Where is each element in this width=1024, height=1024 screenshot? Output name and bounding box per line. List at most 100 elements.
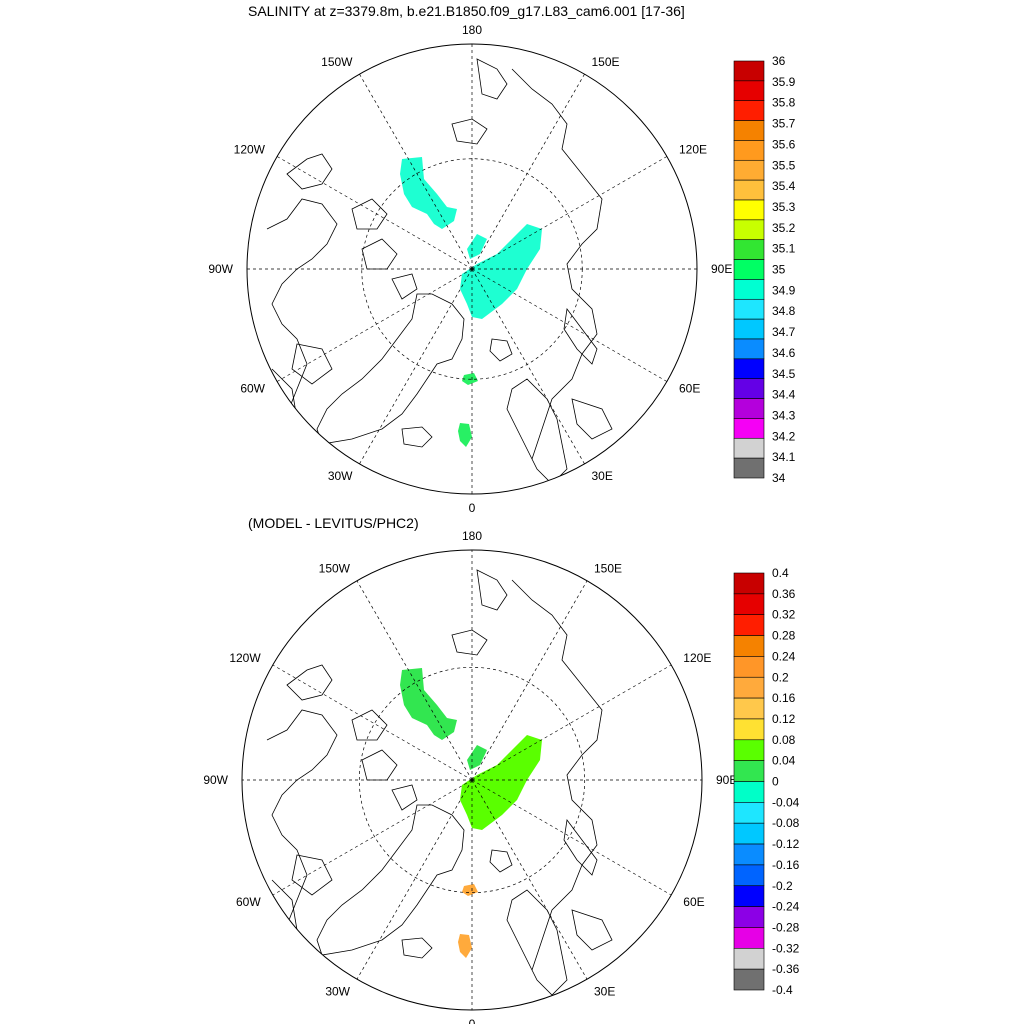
colorbar-swatch	[733, 378, 765, 399]
colorbar-swatch	[733, 927, 765, 949]
colorbar-label: -0.2	[772, 879, 793, 893]
longitude-label: 60E	[679, 382, 700, 396]
meridian-line	[471, 664, 672, 781]
longitude-label: 120W	[229, 651, 261, 665]
colorbar-swatch	[733, 593, 765, 615]
longitude-label: 120W	[234, 143, 266, 157]
longitude-label: 90E	[711, 262, 732, 276]
colorbar-swatch	[733, 781, 765, 803]
longitude-label: 120E	[683, 651, 711, 665]
colorbar-swatch	[733, 843, 765, 866]
colorbar-swatch	[733, 822, 765, 845]
colorbar-swatch	[733, 279, 765, 300]
colorbar-label: -0.4	[772, 983, 793, 997]
panel-title-difference: (MODEL - LEVITUS/PHC2)	[248, 515, 419, 531]
greenland-sea-region	[462, 884, 478, 896]
map-area	[247, 44, 697, 494]
meridian-line	[276, 156, 473, 270]
latitude-circle	[358, 666, 586, 894]
map-area	[242, 550, 702, 1010]
colorbar-swatch	[733, 739, 765, 761]
colorbar-label: 0.2	[772, 670, 789, 684]
colorbar-swatch	[733, 318, 765, 340]
colorbar-swatch	[733, 298, 765, 320]
meridian-line	[272, 779, 473, 896]
small-basin-region	[467, 745, 487, 770]
longitude-label: 0	[469, 1017, 476, 1024]
colorbar-swatch	[733, 437, 765, 459]
longitude-label: 120E	[679, 143, 707, 157]
colorbar-swatch	[733, 418, 765, 439]
meridian-line	[359, 268, 473, 465]
colorbar-label: 34.8	[772, 304, 796, 318]
colorbar-swatch	[733, 179, 765, 201]
colorbar-label: 35.8	[772, 96, 796, 110]
colorbar-swatch	[733, 697, 765, 720]
colorbar-label: 35.3	[772, 200, 796, 214]
meridian-line	[471, 156, 668, 270]
colorbar-swatch	[733, 80, 765, 102]
colorbar-label: 35.1	[772, 242, 796, 256]
meridian-line	[356, 580, 473, 781]
colorbar-label: -0.36	[772, 962, 800, 976]
polar-map-panel: 180 150E 120E 90E 60E 30E 0 30W 60W 90W 120W 150W 0.…	[203, 529, 799, 1024]
colorbar-swatch	[733, 885, 765, 907]
colorbar-swatch	[733, 120, 765, 141]
colorbar-swatch	[733, 60, 765, 82]
map-boundary	[246, 43, 698, 495]
longitude-label: 30E	[592, 469, 613, 483]
colorbar-swatch	[733, 718, 765, 741]
colorbar-label: 35.2	[772, 221, 796, 235]
longitude-label: 60W	[240, 382, 265, 396]
colorbar-swatch	[733, 140, 765, 161]
colorbar-label: -0.12	[772, 837, 800, 851]
colorbar-label: 34.9	[772, 283, 796, 297]
colorbar-swatch	[733, 457, 765, 479]
colorbar-label: 35.6	[772, 137, 796, 151]
colorbar-label: -0.24	[772, 900, 800, 914]
meridian-line	[471, 580, 588, 781]
meridian-line	[356, 779, 473, 980]
colorbar-swatch	[733, 968, 765, 991]
meridian-line	[272, 664, 473, 781]
longitude-label: 180	[462, 23, 482, 37]
longitude-label: 60W	[236, 895, 261, 909]
longitude-label: 180	[462, 529, 482, 543]
colorbar-swatch	[733, 947, 765, 970]
colorbar-label: 34.5	[772, 367, 796, 381]
longitude-label: 30W	[328, 469, 353, 483]
colorbar-swatch	[733, 676, 765, 699]
colorbar-label: 0.28	[772, 629, 796, 643]
eurasian-basin-region	[460, 735, 542, 830]
colorbar-swatch	[733, 906, 765, 928]
meridian-line	[359, 73, 473, 270]
longitude-label: 150W	[319, 562, 351, 576]
meridian-line	[471, 268, 668, 382]
colorbar-label: 34.3	[772, 408, 796, 422]
map-boundary	[241, 549, 703, 1011]
polar-map-panel: 180 150E 120E 90E 60E 30E 0 30W 60W 90W 120W 150W 36…	[208, 23, 795, 515]
colorbar-label: 34.2	[772, 429, 796, 443]
colorbar-swatch	[733, 100, 765, 121]
colorbar-label: 34.4	[772, 388, 796, 402]
longitude-label: 150W	[321, 55, 353, 69]
colorbar-swatch	[733, 219, 765, 241]
longitude-label: 90E	[716, 773, 737, 787]
longitude-label: 60E	[683, 895, 704, 909]
colorbar-label: 36	[772, 54, 786, 68]
colorbar-label: -0.08	[772, 816, 800, 830]
meridian-line	[471, 779, 672, 896]
colorbar-label: 34.6	[772, 346, 796, 360]
colorbar-label: 0.4	[772, 566, 789, 580]
norwegian-sea-region	[458, 423, 472, 447]
colorbar-label: 0.16	[772, 691, 796, 705]
colorbar-swatch	[733, 572, 765, 595]
colorbar-swatch	[733, 159, 765, 181]
colorbar-swatch	[733, 614, 765, 636]
colorbar-label: 35.9	[772, 75, 796, 89]
colorbar-swatch	[733, 656, 765, 678]
longitude-label: 30W	[325, 984, 350, 998]
colorbar-swatch	[733, 760, 765, 782]
colorbar-label: 35.4	[772, 179, 796, 193]
colorbar-label: 0.04	[772, 754, 796, 768]
